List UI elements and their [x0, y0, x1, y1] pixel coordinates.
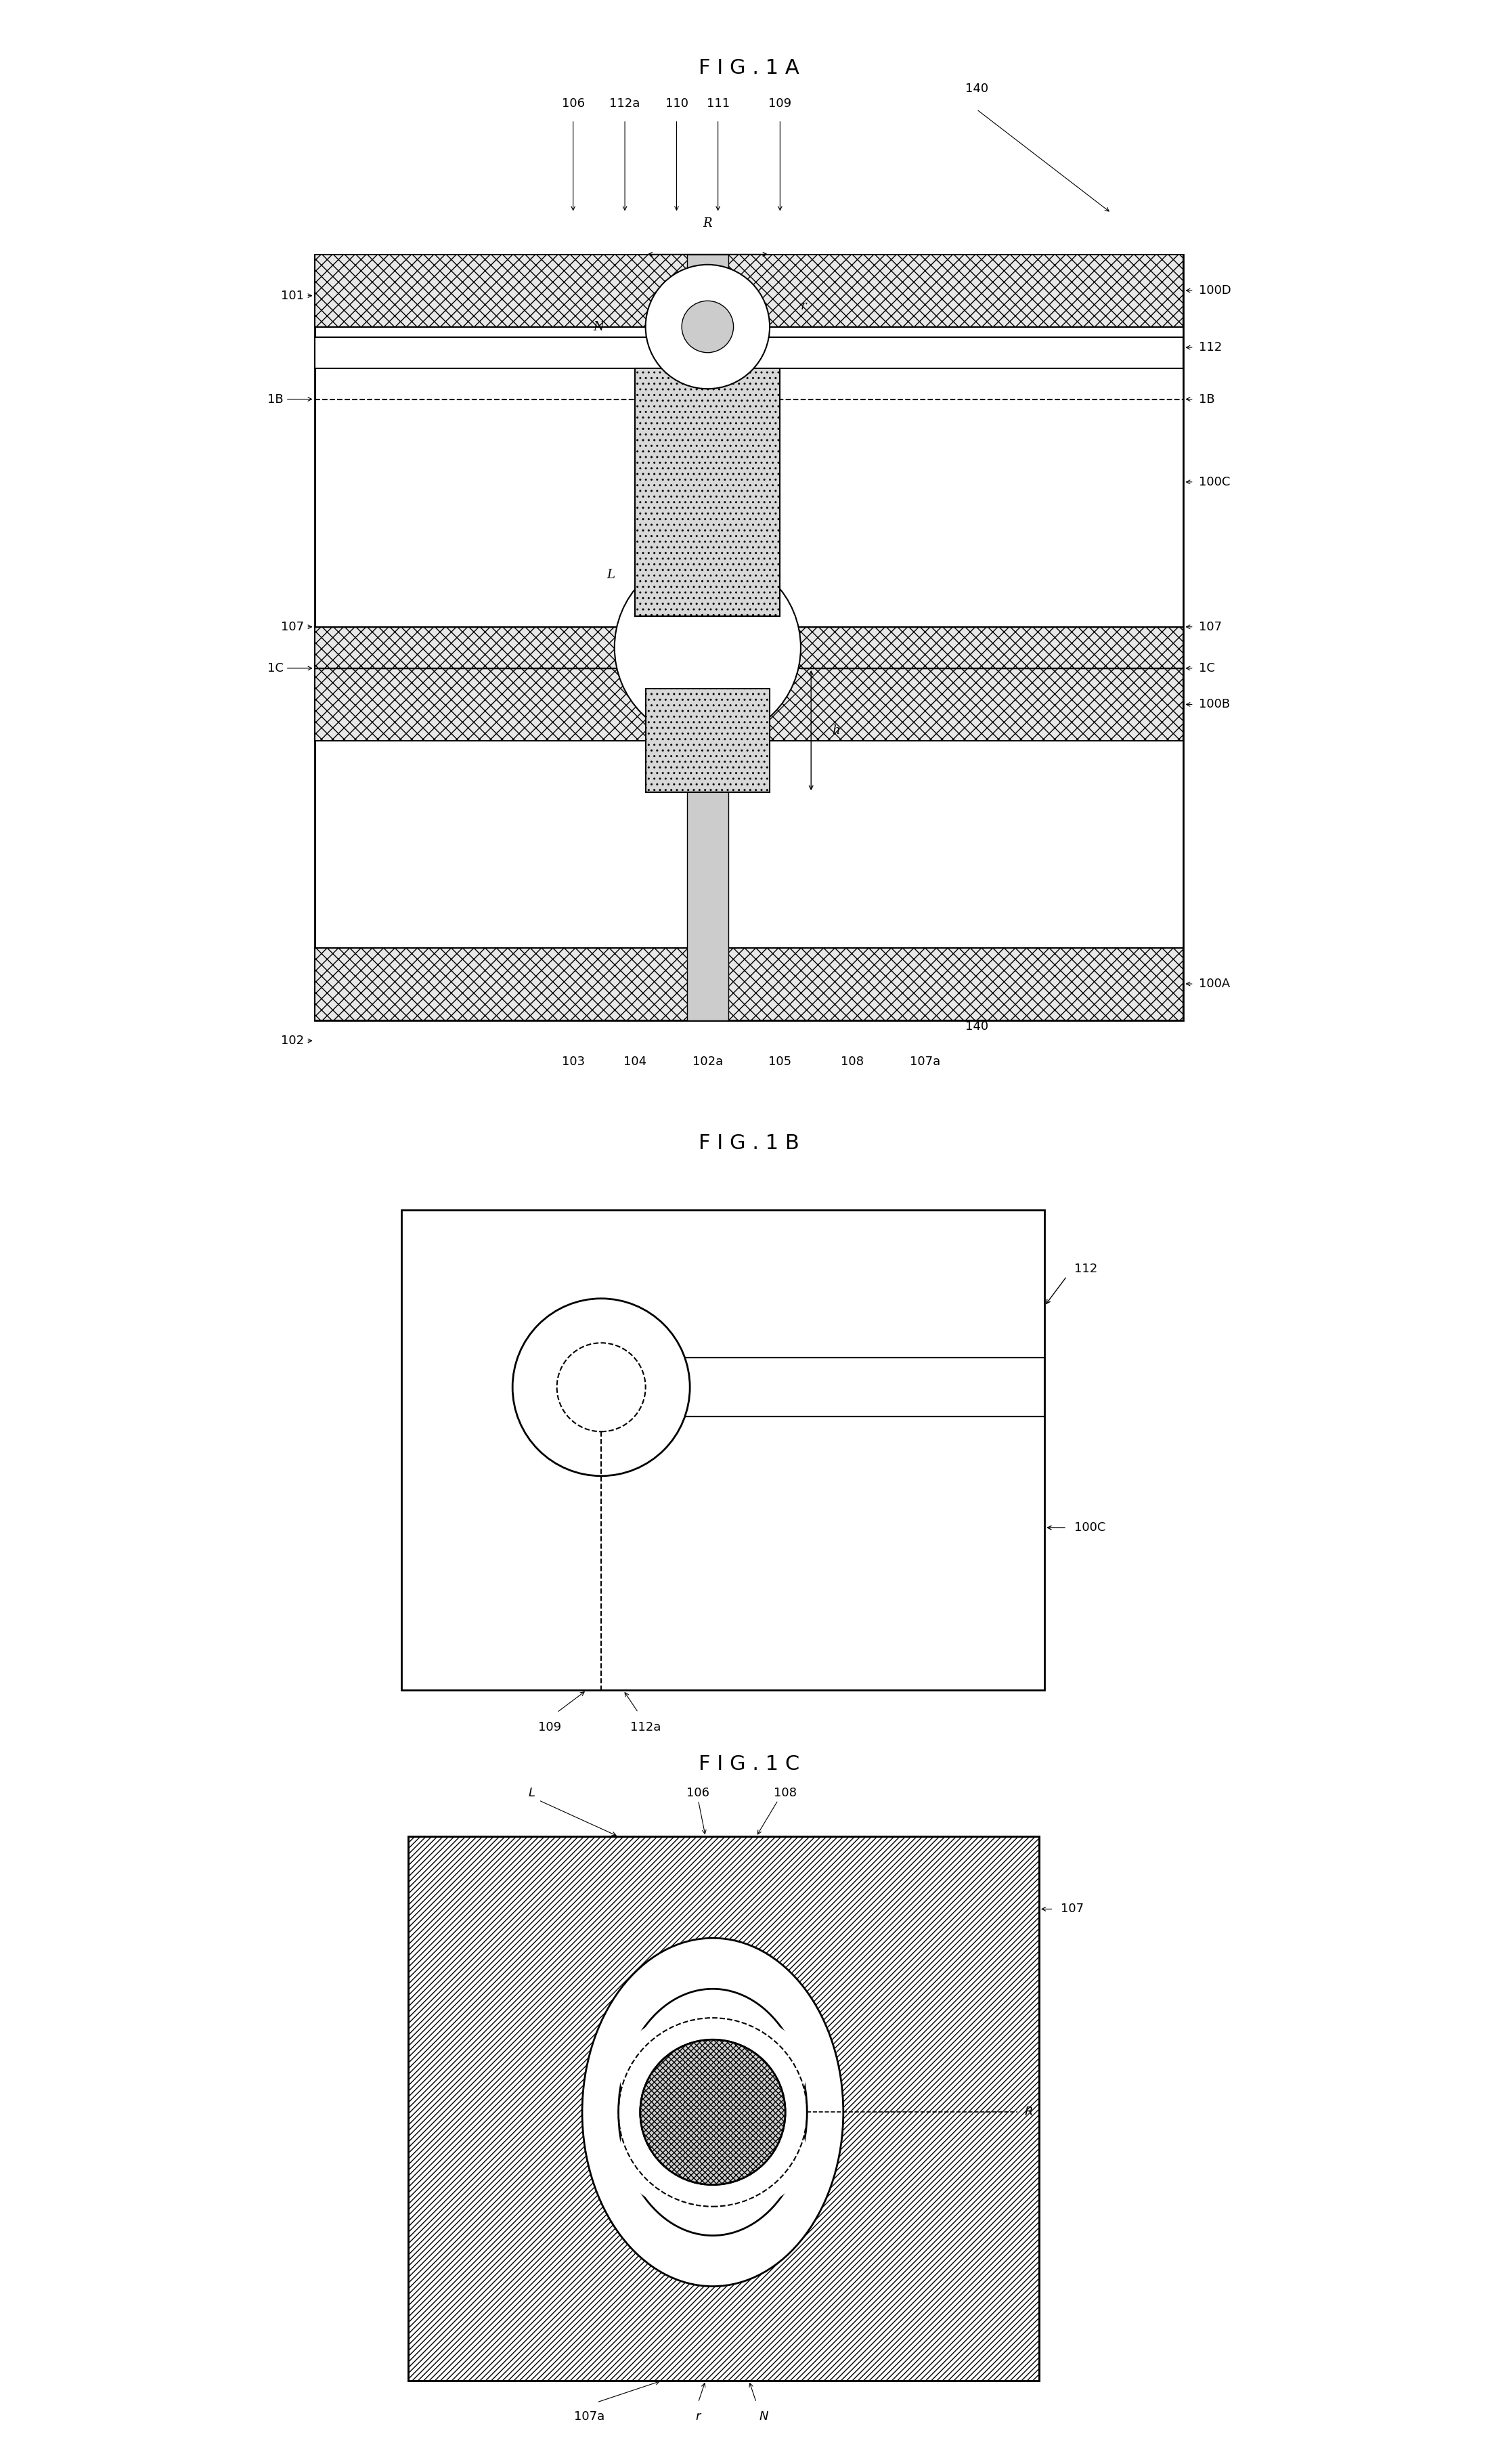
Text: 112a: 112a — [610, 96, 640, 108]
Text: N: N — [759, 2410, 768, 2422]
Text: L: L — [527, 1786, 535, 1799]
Text: 103: 103 — [562, 1055, 584, 1067]
Text: 1B: 1B — [268, 394, 283, 404]
Bar — [315, 338, 1183, 367]
Bar — [315, 949, 1183, 1020]
Text: 100C: 100C — [1074, 1523, 1106, 1533]
Text: h: h — [831, 724, 840, 737]
Text: 104: 104 — [623, 1055, 647, 1067]
Text: 100B: 100B — [1198, 697, 1230, 710]
Bar — [635, 367, 780, 616]
Text: 112: 112 — [1074, 1264, 1098, 1274]
Text: 100C: 100C — [1198, 476, 1230, 488]
Text: R: R — [703, 931, 712, 944]
Bar — [315, 626, 1183, 668]
Bar — [315, 254, 1183, 328]
Text: 107: 107 — [282, 621, 304, 633]
Text: 105: 105 — [768, 1055, 791, 1067]
Bar — [601, 1358, 1044, 1417]
Text: 107: 107 — [1198, 621, 1222, 633]
Circle shape — [557, 1343, 646, 1432]
Text: 102: 102 — [282, 1035, 304, 1047]
Bar — [407, 1836, 1040, 2380]
Text: 112a: 112a — [631, 1722, 661, 1732]
Text: N: N — [593, 320, 604, 333]
Ellipse shape — [619, 2112, 715, 2205]
Bar — [315, 254, 1183, 1020]
Ellipse shape — [619, 2018, 715, 2114]
Text: F I G . 1 A: F I G . 1 A — [698, 59, 800, 79]
Text: 109: 109 — [768, 96, 791, 108]
Circle shape — [614, 554, 801, 742]
Text: 1B: 1B — [1198, 394, 1215, 404]
Text: 107a: 107a — [909, 1055, 941, 1067]
Bar — [315, 668, 1183, 742]
Text: 106: 106 — [562, 96, 584, 108]
Text: r: r — [695, 2410, 701, 2422]
Text: 100A: 100A — [1198, 978, 1230, 991]
Text: 1C: 1C — [267, 663, 283, 675]
Ellipse shape — [712, 2018, 806, 2114]
Text: 140: 140 — [965, 84, 989, 94]
Text: R: R — [703, 217, 712, 229]
Text: 109: 109 — [538, 1722, 562, 1732]
Circle shape — [512, 1299, 691, 1476]
Circle shape — [640, 2040, 785, 2186]
Text: L: L — [607, 569, 614, 582]
Circle shape — [646, 264, 770, 389]
Text: 110: 110 — [665, 96, 688, 108]
Circle shape — [640, 2040, 785, 2186]
Text: 102a: 102a — [692, 1055, 724, 1067]
Bar — [688, 254, 728, 1020]
Text: F I G . 1 B: F I G . 1 B — [698, 1133, 800, 1153]
Circle shape — [682, 301, 734, 352]
Bar — [401, 1210, 1044, 1690]
Text: 108: 108 — [774, 1786, 797, 1799]
Ellipse shape — [583, 1939, 843, 2287]
Text: 111: 111 — [707, 96, 730, 108]
Text: 106: 106 — [686, 1786, 710, 1799]
Text: 107: 107 — [1061, 1902, 1085, 1915]
Text: 1C: 1C — [1198, 663, 1215, 675]
Text: r: r — [801, 301, 806, 313]
Ellipse shape — [712, 2112, 806, 2205]
Text: R: R — [1025, 2107, 1034, 2119]
Text: 112: 112 — [1198, 342, 1222, 352]
Bar — [646, 690, 770, 793]
Ellipse shape — [619, 1988, 807, 2235]
Text: 101: 101 — [282, 291, 304, 301]
Text: F I G . 1 C: F I G . 1 C — [698, 1754, 800, 1774]
Text: 100D: 100D — [1198, 283, 1231, 296]
Text: 108: 108 — [840, 1055, 864, 1067]
Text: 140: 140 — [965, 1020, 989, 1032]
Text: 107a: 107a — [574, 2410, 605, 2422]
